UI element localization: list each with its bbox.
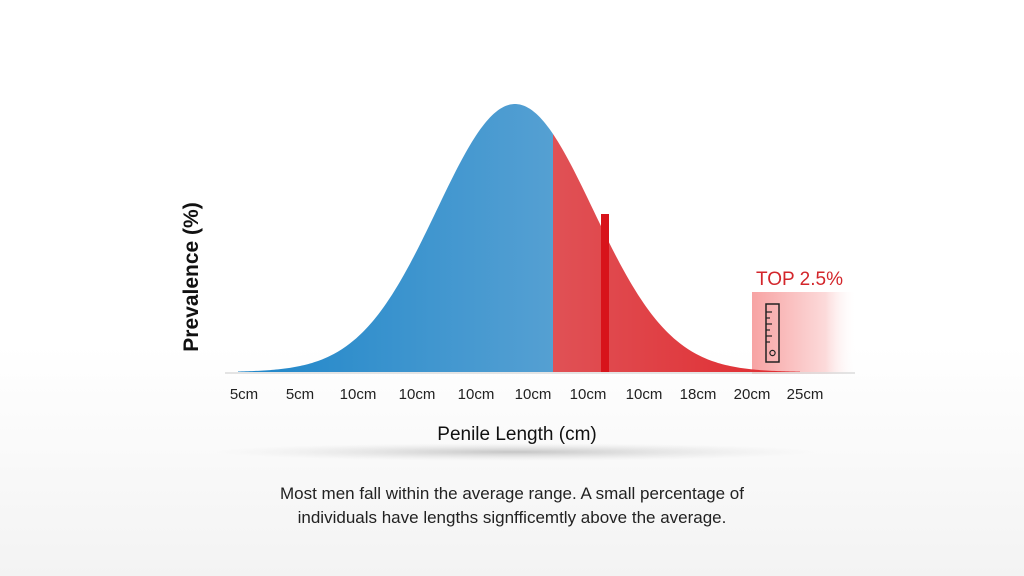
- x-tick-label: 5cm: [286, 386, 314, 403]
- threshold-marker: [601, 214, 609, 372]
- x-tick-label: 10cm: [570, 386, 607, 403]
- x-tick-label: 10cm: [515, 386, 552, 403]
- ruler-icon: [765, 303, 780, 363]
- x-tick-label: 10cm: [340, 386, 377, 403]
- top-percent-label: TOP 2.5%: [756, 269, 843, 290]
- x-tick-label: 25cm: [787, 386, 824, 403]
- x-tick-label: 10cm: [458, 386, 495, 403]
- x-tick-label: 5cm: [230, 386, 258, 403]
- caption: Most men fall within the average range. …: [212, 482, 812, 530]
- x-tick-label: 10cm: [626, 386, 663, 403]
- caption-line-2: individuals have lengths signfficemtly a…: [297, 508, 727, 527]
- x-axis-title: Penile Length (cm): [437, 424, 596, 445]
- curve-area-average: [238, 104, 553, 372]
- top-percent-region: [752, 292, 857, 374]
- curve-area-upper: [553, 134, 800, 372]
- title-shadow: [215, 443, 815, 461]
- x-tick-label: 18cm: [680, 386, 717, 403]
- x-tick-label: 10cm: [399, 386, 436, 403]
- caption-line-1: Most men fall within the average range. …: [280, 484, 744, 503]
- x-tick-label: 20cm: [734, 386, 771, 403]
- y-axis-title: Prevalence (%): [180, 202, 203, 351]
- x-tick-labels: 5cm 5cm 10cm 10cm 10cm 10cm 10cm 10cm 18cm 20cm 25…: [230, 386, 824, 403]
